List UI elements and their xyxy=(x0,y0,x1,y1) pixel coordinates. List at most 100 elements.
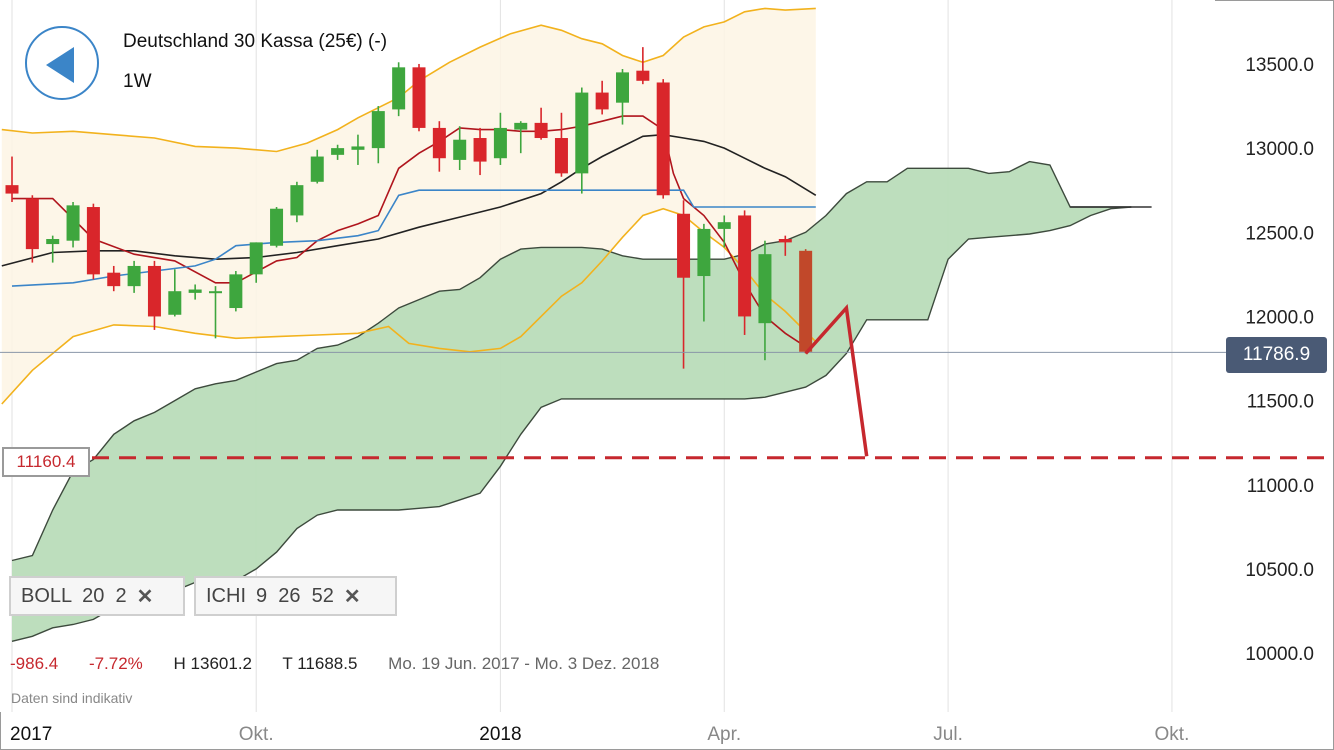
interval-label[interactable]: 1W xyxy=(123,71,152,92)
candle-body xyxy=(46,239,60,245)
candle-body xyxy=(86,207,100,275)
candle xyxy=(738,210,752,335)
x-tick-label: Jul. xyxy=(933,724,963,745)
candle xyxy=(656,79,670,199)
candle-body xyxy=(270,208,284,246)
indicator-chip-boll[interactable]: BOLL 20 2 ✕ xyxy=(9,576,185,616)
candle xyxy=(5,156,19,202)
candle xyxy=(168,269,182,317)
x-tick-label: 2017 xyxy=(10,724,52,745)
change-value: -986.4 xyxy=(10,654,59,673)
date-range: Mo. 19 Jun. 2017 - Mo. 3 Dez. 2018 xyxy=(388,654,660,673)
y-tick-label: 11500.0 xyxy=(1247,392,1314,413)
candle xyxy=(432,121,446,172)
candle-body xyxy=(107,272,121,287)
candle xyxy=(514,121,528,154)
series-boll-upper xyxy=(1,7,816,153)
candle-body xyxy=(778,239,792,243)
candle xyxy=(453,126,467,171)
high-value: H 13601.2 xyxy=(173,654,252,673)
candle-body xyxy=(168,291,182,315)
candle-body xyxy=(473,138,487,162)
candle-body xyxy=(636,70,650,81)
candle-body xyxy=(677,213,691,278)
y-tick-label: 10000.0 xyxy=(1245,644,1314,665)
candle xyxy=(493,112,507,165)
candle-body xyxy=(310,156,324,182)
candle xyxy=(147,260,161,330)
candle xyxy=(575,87,589,194)
candle xyxy=(758,240,772,361)
candle-body xyxy=(229,274,243,309)
candle xyxy=(229,270,243,312)
candle xyxy=(717,215,731,248)
candle-body xyxy=(127,265,141,287)
candle xyxy=(86,203,100,280)
indicator-params: 9 26 52 xyxy=(256,584,334,607)
change-percent: -7.72% xyxy=(88,654,143,673)
remove-indicator-icon[interactable]: ✕ xyxy=(136,585,154,608)
series-boll-middle xyxy=(1,133,817,267)
candle xyxy=(127,260,141,293)
indicator-chip-ichi[interactable]: ICHI 9 26 52 ✕ xyxy=(194,576,397,616)
candle xyxy=(799,249,813,354)
candle xyxy=(310,149,324,184)
candle xyxy=(66,201,80,248)
bollinger-band-fill xyxy=(1,8,816,405)
candle xyxy=(107,265,121,292)
candle-body xyxy=(290,185,304,216)
candle-body xyxy=(534,122,548,139)
y-tick-label: 12000.0 xyxy=(1245,307,1314,328)
x-tick-label: Apr. xyxy=(707,724,741,745)
candle xyxy=(554,112,568,177)
candle-body xyxy=(331,148,345,155)
candle xyxy=(697,223,711,322)
candle-body xyxy=(351,146,365,150)
candle xyxy=(270,207,284,248)
indicator-params: 20 2 xyxy=(82,584,127,607)
level-price-tag[interactable]: 11160.4 xyxy=(2,447,90,477)
candle xyxy=(595,80,609,115)
candle-body xyxy=(514,122,528,130)
back-arrow-icon xyxy=(46,47,74,83)
candle xyxy=(636,47,650,85)
candle-body xyxy=(717,222,731,229)
candle-body xyxy=(493,127,507,159)
candle-body xyxy=(147,265,161,317)
candle xyxy=(371,106,385,164)
disclaimer-note: Daten sind indikativ xyxy=(11,690,133,706)
current-price-tag: 11786.9 xyxy=(1226,337,1327,373)
x-tick-label: Okt. xyxy=(1155,724,1190,745)
stats-bar: -986.4 -7.72% H 13601.2 T 11688.5 Mo. 19… xyxy=(10,654,685,674)
candle xyxy=(534,107,548,140)
y-tick-label: 12500.0 xyxy=(1245,223,1314,244)
candle-body xyxy=(738,215,752,317)
instrument-title: Deutschland 30 Kassa (25€) (-) xyxy=(123,31,388,52)
low-value: T 11688.5 xyxy=(282,654,358,673)
candle-body xyxy=(799,250,813,352)
candle-body xyxy=(432,127,446,159)
candle-body xyxy=(25,198,39,250)
back-button[interactable] xyxy=(25,26,99,100)
cloud-span-a xyxy=(11,160,1132,562)
candle xyxy=(351,134,365,165)
candle-body xyxy=(371,111,385,149)
remove-indicator-icon[interactable]: ✕ xyxy=(343,585,361,608)
candle-body xyxy=(697,228,711,277)
candle-body xyxy=(66,205,80,241)
candle xyxy=(46,235,60,263)
candle-body xyxy=(758,254,772,324)
y-tick-label: 10500.0 xyxy=(1245,560,1314,581)
candle xyxy=(25,195,39,263)
projection-path xyxy=(804,304,869,457)
candle xyxy=(677,200,691,369)
candle xyxy=(392,62,406,117)
indicator-name: BOLL xyxy=(21,584,73,607)
candle xyxy=(616,69,629,125)
candle-body xyxy=(5,185,19,194)
candle-body xyxy=(616,72,629,103)
y-tick-label: 11000.0 xyxy=(1247,476,1314,497)
candle-body xyxy=(554,138,568,174)
candle xyxy=(778,235,792,256)
